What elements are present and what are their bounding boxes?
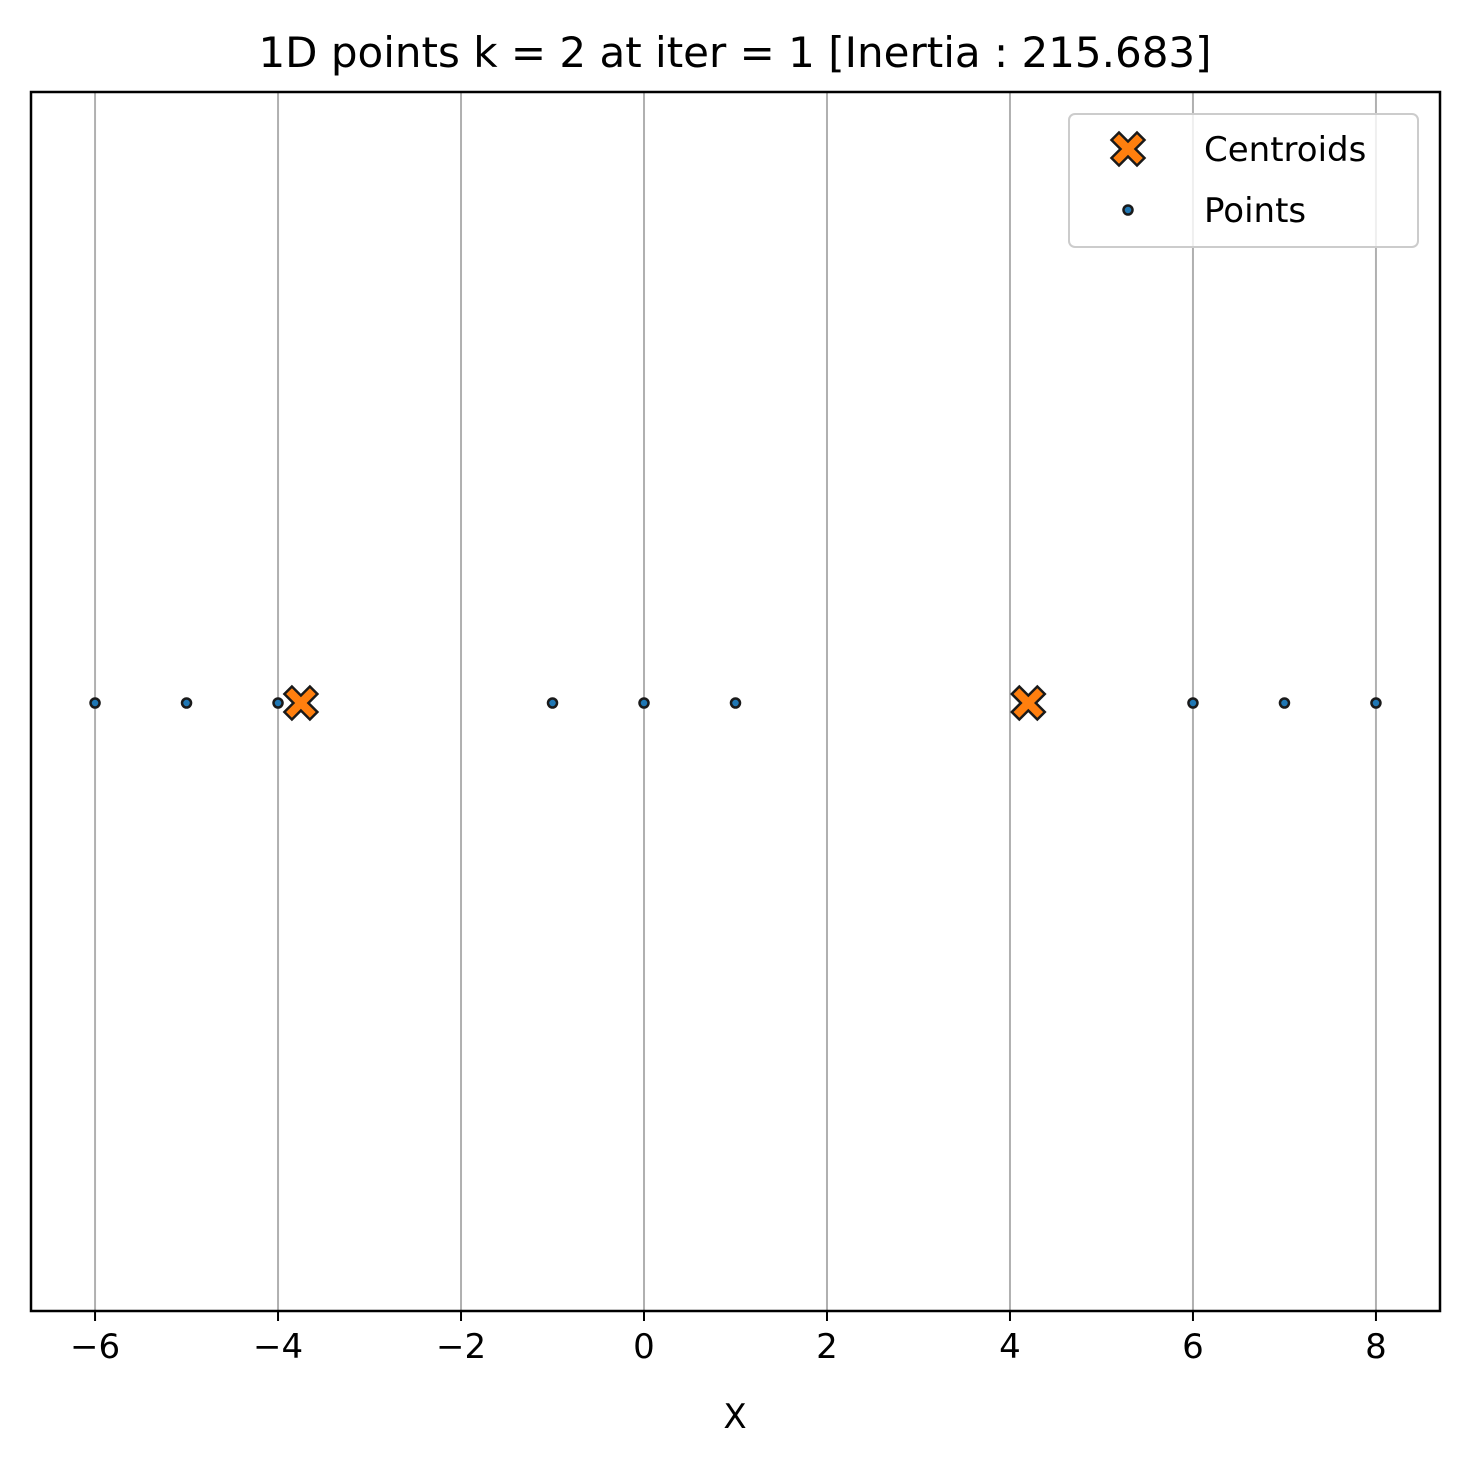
x-tick-label: 0 [633, 1327, 655, 1367]
data-point [546, 697, 559, 709]
data-point [272, 697, 284, 709]
data-point [729, 697, 742, 709]
data-point [1370, 697, 1382, 709]
data-point [638, 697, 650, 709]
x-axis-ticks: −6 −4 −2 0 2 4 6 8 [70, 1311, 1387, 1367]
legend: Centroids Points [1068, 113, 1419, 248]
centroids-series [282, 684, 1047, 722]
chart-title: 1D points k = 2 at iter = 1 [Inertia : 2… [258, 28, 1211, 77]
x-tick-label: 4 [999, 1327, 1021, 1367]
x-tick-label: 8 [1365, 1327, 1387, 1367]
legend-box [1068, 113, 1419, 248]
x-tick-label: 6 [1182, 1327, 1204, 1367]
legend-centroids-label: Centroids [1204, 130, 1366, 170]
legend-points-marker [1122, 204, 1134, 216]
data-point [1278, 697, 1291, 709]
legend-centroids-marker [1109, 130, 1147, 168]
points-series [89, 697, 1382, 709]
x-tick-label: 2 [816, 1327, 838, 1367]
x-tick-label: −6 [70, 1327, 120, 1367]
legend-points-glyph [1122, 204, 1134, 216]
data-point [180, 697, 193, 709]
x-tick-label: −2 [436, 1327, 486, 1367]
x-axis-label: X [723, 1397, 746, 1437]
legend-centroids-glyph [1109, 130, 1147, 168]
data-point [1187, 697, 1199, 709]
x-tick-label: −4 [253, 1327, 303, 1367]
data-point [89, 697, 101, 709]
legend-points-label: Points [1204, 191, 1306, 231]
centroid-marker [1010, 684, 1047, 722]
centroid-marker [282, 684, 320, 722]
plot-frame [29, 90, 1442, 1313]
